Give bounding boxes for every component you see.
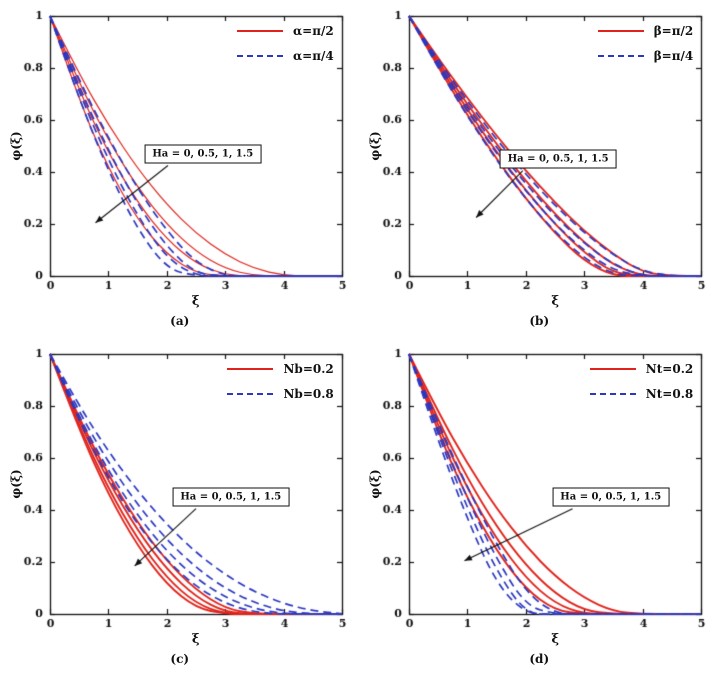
figure-grid: φ(ξ) ξ α=π/2 α=π/4 Ha = 0, 0.5, 1, 1.5 (… xyxy=(0,8,719,666)
legend-line-dashed xyxy=(589,393,636,395)
legend-line-solid xyxy=(589,368,636,370)
legend-item: Nt=0.8 xyxy=(589,387,694,401)
x-axis-label: ξ xyxy=(551,294,560,309)
legend-item: Nb=0.8 xyxy=(227,387,334,401)
legend-item: Nb=0.2 xyxy=(227,362,334,376)
legend-line-dashed xyxy=(236,55,283,57)
legend-item: α=π/4 xyxy=(236,49,334,63)
legend-label: β=π/2 xyxy=(653,24,694,38)
legend: β=π/2 β=π/4 xyxy=(597,24,694,63)
plot-area-b: φ(ξ) ξ β=π/2 β=π/4 Ha = 0, 0.5, 1, 1.5 xyxy=(363,8,716,310)
plot-area-a: φ(ξ) ξ α=π/2 α=π/4 Ha = 0, 0.5, 1, 1.5 xyxy=(3,8,356,310)
x-axis-label: ξ xyxy=(551,632,560,647)
legend-label: α=π/4 xyxy=(292,49,334,63)
legend-item: Nt=0.2 xyxy=(589,362,694,376)
panel-caption: (a) xyxy=(170,314,190,328)
x-axis-label: ξ xyxy=(191,632,200,647)
legend-label: Nb=0.8 xyxy=(283,387,334,401)
legend-item: β=π/4 xyxy=(597,49,694,63)
panel-c: φ(ξ) ξ Nb=0.2 Nb=0.8 Ha = 0, 0.5, 1, 1.5… xyxy=(0,346,360,666)
legend-line-dashed xyxy=(227,393,274,395)
legend: Nb=0.2 Nb=0.8 xyxy=(227,362,334,401)
legend-item: β=π/2 xyxy=(597,24,694,38)
plot-area-c: φ(ξ) ξ Nb=0.2 Nb=0.8 Ha = 0, 0.5, 1, 1.5 xyxy=(3,346,356,648)
legend-label: Nb=0.2 xyxy=(283,362,334,376)
panel-caption: (d) xyxy=(529,652,550,666)
legend-label: Nt=0.2 xyxy=(645,362,694,376)
legend: Nt=0.2 Nt=0.8 xyxy=(589,362,694,401)
ha-annotation: Ha = 0, 0.5, 1, 1.5 xyxy=(144,144,262,164)
legend: α=π/2 α=π/4 xyxy=(236,24,334,63)
ha-annotation: Ha = 0, 0.5, 1, 1.5 xyxy=(499,149,617,169)
x-axis-label: ξ xyxy=(191,294,200,309)
legend-label: Nt=0.8 xyxy=(645,387,694,401)
panel-caption: (b) xyxy=(529,314,550,328)
legend-line-solid xyxy=(236,30,283,32)
panel-d: φ(ξ) ξ Nt=0.2 Nt=0.8 Ha = 0, 0.5, 1, 1.5… xyxy=(360,346,719,666)
legend-line-solid xyxy=(597,30,644,32)
plot-area-d: φ(ξ) ξ Nt=0.2 Nt=0.8 Ha = 0, 0.5, 1, 1.5 xyxy=(363,346,716,648)
legend-item: α=π/2 xyxy=(236,24,334,38)
y-axis-label: φ(ξ) xyxy=(368,131,383,161)
panel-caption: (c) xyxy=(170,652,190,666)
panel-a: φ(ξ) ξ α=π/2 α=π/4 Ha = 0, 0.5, 1, 1.5 (… xyxy=(0,8,360,328)
panel-b: φ(ξ) ξ β=π/2 β=π/4 Ha = 0, 0.5, 1, 1.5 (… xyxy=(360,8,719,328)
y-axis-label: φ(ξ) xyxy=(368,469,383,499)
legend-line-solid xyxy=(227,368,274,370)
legend-line-dashed xyxy=(597,55,644,57)
y-axis-label: φ(ξ) xyxy=(8,131,23,161)
ha-annotation: Ha = 0, 0.5, 1, 1.5 xyxy=(552,487,670,507)
legend-label: β=π/4 xyxy=(653,49,694,63)
y-axis-label: φ(ξ) xyxy=(8,469,23,499)
legend-label: α=π/2 xyxy=(292,24,334,38)
ha-annotation: Ha = 0, 0.5, 1, 1.5 xyxy=(172,487,290,507)
